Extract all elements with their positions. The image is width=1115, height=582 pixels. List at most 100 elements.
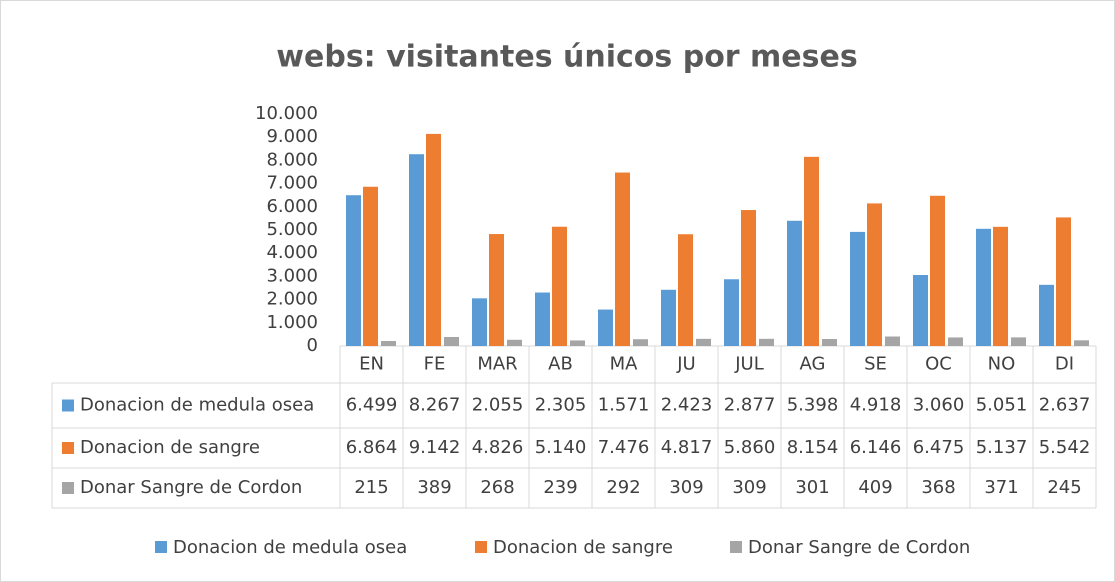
x-tick-label: FE [424,354,446,375]
bar [787,220,802,346]
data-label: 268 [480,477,514,498]
bar [570,340,585,346]
data-label: 409 [858,477,892,498]
y-tick-label: 3.000 [266,265,318,286]
bar [913,275,928,346]
bar [507,339,522,346]
bar [867,203,882,346]
bar [993,226,1008,346]
bar [615,172,630,346]
bar [1011,337,1026,346]
bar [850,231,865,346]
data-label: 371 [984,477,1018,498]
data-label: 6.864 [346,437,398,458]
data-label: 5.542 [1039,437,1091,458]
chart-title: webs: visitantes únicos por meses [276,40,857,75]
bar [598,309,613,346]
legend-label: Donacion de medula osea [173,537,407,558]
y-tick-label: 1.000 [266,312,318,333]
bar [930,195,945,346]
data-label: 6.475 [913,437,965,458]
bar [976,228,991,346]
data-label: 6.499 [346,395,398,416]
data-label: 301 [795,477,829,498]
data-label: 1.571 [598,395,650,416]
data-label: 5.140 [535,437,587,458]
y-tick-label: 0 [307,335,318,356]
data-label: 5.398 [787,395,839,416]
bar [696,338,711,346]
bar [885,336,900,346]
bar [409,154,424,346]
bar [724,279,739,346]
x-tick-label: EN [359,354,384,375]
bar [948,337,963,346]
data-label: 215 [354,477,388,498]
data-label: 3.060 [913,395,965,416]
bar [661,289,676,346]
data-label: 239 [543,477,577,498]
data-label: 7.476 [598,437,650,458]
x-tick-label: NO [988,354,1016,375]
legend-swatch [62,482,74,494]
data-label: 309 [732,477,766,498]
legend-label: Donacion de sangre [80,437,260,458]
y-tick-label: 5.000 [266,219,318,240]
x-tick-label: AB [548,354,573,375]
x-tick-label: MA [610,354,639,375]
data-label: 5.137 [976,437,1028,458]
bar [489,234,504,346]
bar [804,156,819,346]
y-tick-label: 6.000 [266,196,318,217]
bar [535,292,550,346]
data-label: 9.142 [409,437,461,458]
x-tick-label: DI [1055,354,1074,375]
bar [381,341,396,346]
data-label: 4.817 [661,437,713,458]
y-tick-label: 4.000 [266,242,318,263]
legend-label: Donacion de sangre [493,537,673,558]
bar [1039,284,1054,346]
legend-swatch [62,399,74,412]
bar [363,186,378,346]
data-label: 2.423 [661,395,713,416]
legend-label: Donar Sangre de Cordon [748,537,970,558]
data-label: 309 [669,477,703,498]
legend-label: Donar Sangre de Cordon [80,477,302,498]
bar [633,339,648,346]
data-label: 4.826 [472,437,524,458]
data-label: 368 [921,477,955,498]
legend-swatch [62,442,74,454]
bar [759,338,774,346]
bar [472,298,487,346]
bar [1074,340,1089,346]
legend-swatch [475,541,487,553]
x-tick-label: AG [800,354,826,375]
legend-swatch [730,541,742,553]
y-tick-label: 10.000 [255,103,318,124]
bar [1056,217,1071,346]
data-label: 2.637 [1039,395,1091,416]
legend-label: Donacion de medula osea [80,395,314,416]
x-tick-label: OC [925,354,952,375]
x-tick-label: JUL [734,354,764,375]
y-tick-label: 8.000 [266,149,318,170]
bar [822,339,837,346]
data-label: 2.877 [724,395,776,416]
x-tick-label: MAR [477,354,517,375]
bar [678,234,693,346]
y-tick-label: 7.000 [266,173,318,194]
bar [426,133,441,346]
data-label: 6.146 [850,437,902,458]
data-label: 245 [1047,477,1081,498]
data-label: 2.055 [472,395,524,416]
data-label: 2.305 [535,395,587,416]
x-tick-label: SE [864,354,887,375]
data-label: 5.860 [724,437,776,458]
data-label: 292 [606,477,640,498]
bar [552,226,567,346]
y-tick-label: 2.000 [266,289,318,310]
bar [444,336,459,346]
y-tick-label: 9.000 [266,126,318,147]
